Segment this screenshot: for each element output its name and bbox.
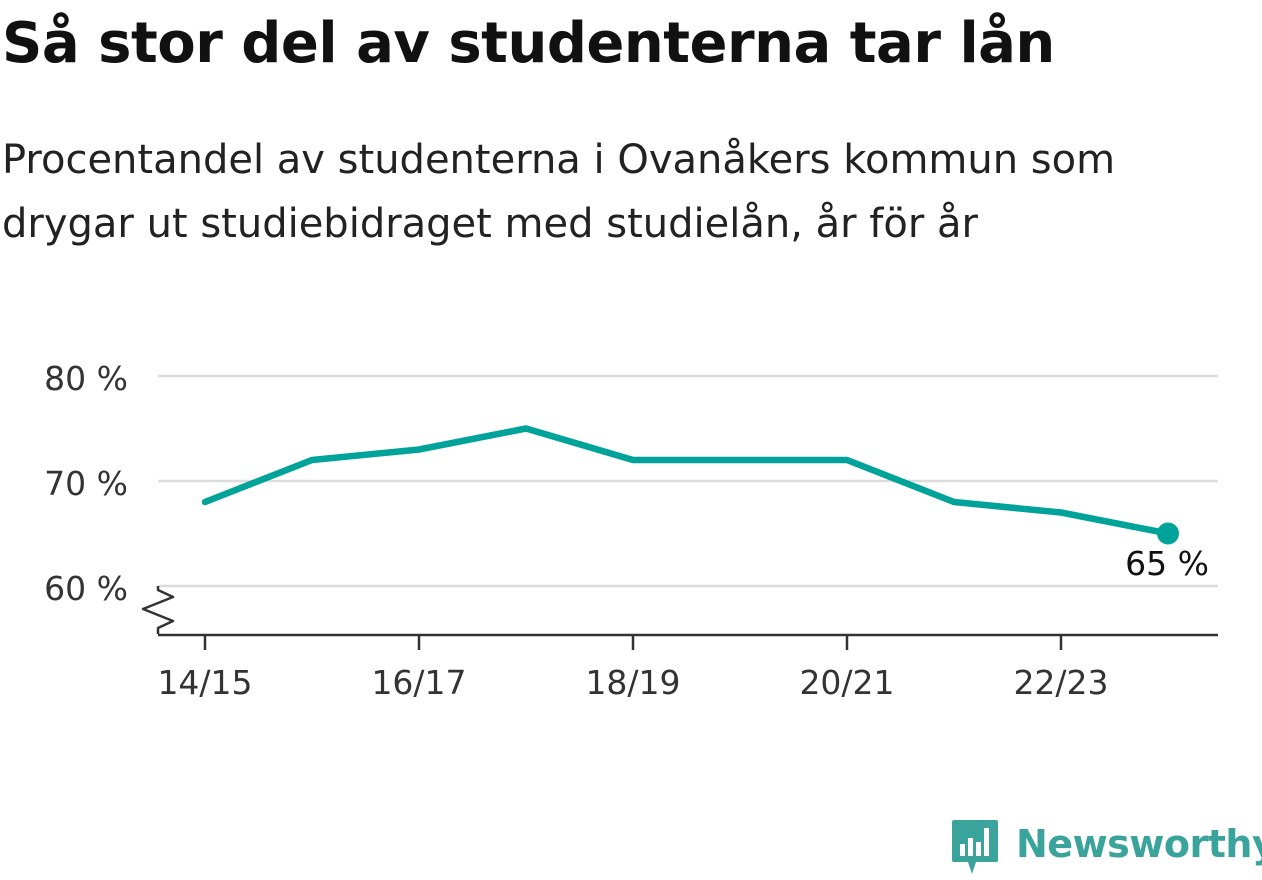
end-point-marker [1157,522,1179,545]
x-tick-label: 14/15 [157,663,252,702]
newsworthy-logo-text: Newsworthy [1016,822,1262,866]
chart-title: Så stor del av studenterna tar lån [2,11,1055,76]
series-line [201,425,1172,537]
y-tick-label: 80 % [44,359,128,398]
x-tick-label: 16/17 [371,663,466,702]
x-ticks [203,635,1063,650]
x-tick-label: 22/23 [1013,663,1108,702]
end-marker-layer: 65 % [1125,522,1209,583]
newsworthy-logo-icon [952,820,998,874]
y-tick-label: 70 % [44,464,128,503]
chart-subtitle: Procentandel av studenterna i Ovanåkers … [2,137,1116,247]
x-tick-label: 18/19 [585,663,680,702]
axis-break-icon [141,586,175,634]
x-tick-label: 20/21 [799,663,894,702]
newsworthy-logo: Newsworthy [950,818,1262,880]
end-value-label: 65 % [1125,544,1209,583]
y-tick-label: 60 % [44,569,128,608]
x-tick-labels: 14/15 16/17 18/19 20/21 22/23 [157,663,1108,702]
series-layer [201,425,1172,537]
gridlines [158,374,1218,588]
y-tick-labels: 60 % 70 % 80 % [44,359,128,608]
